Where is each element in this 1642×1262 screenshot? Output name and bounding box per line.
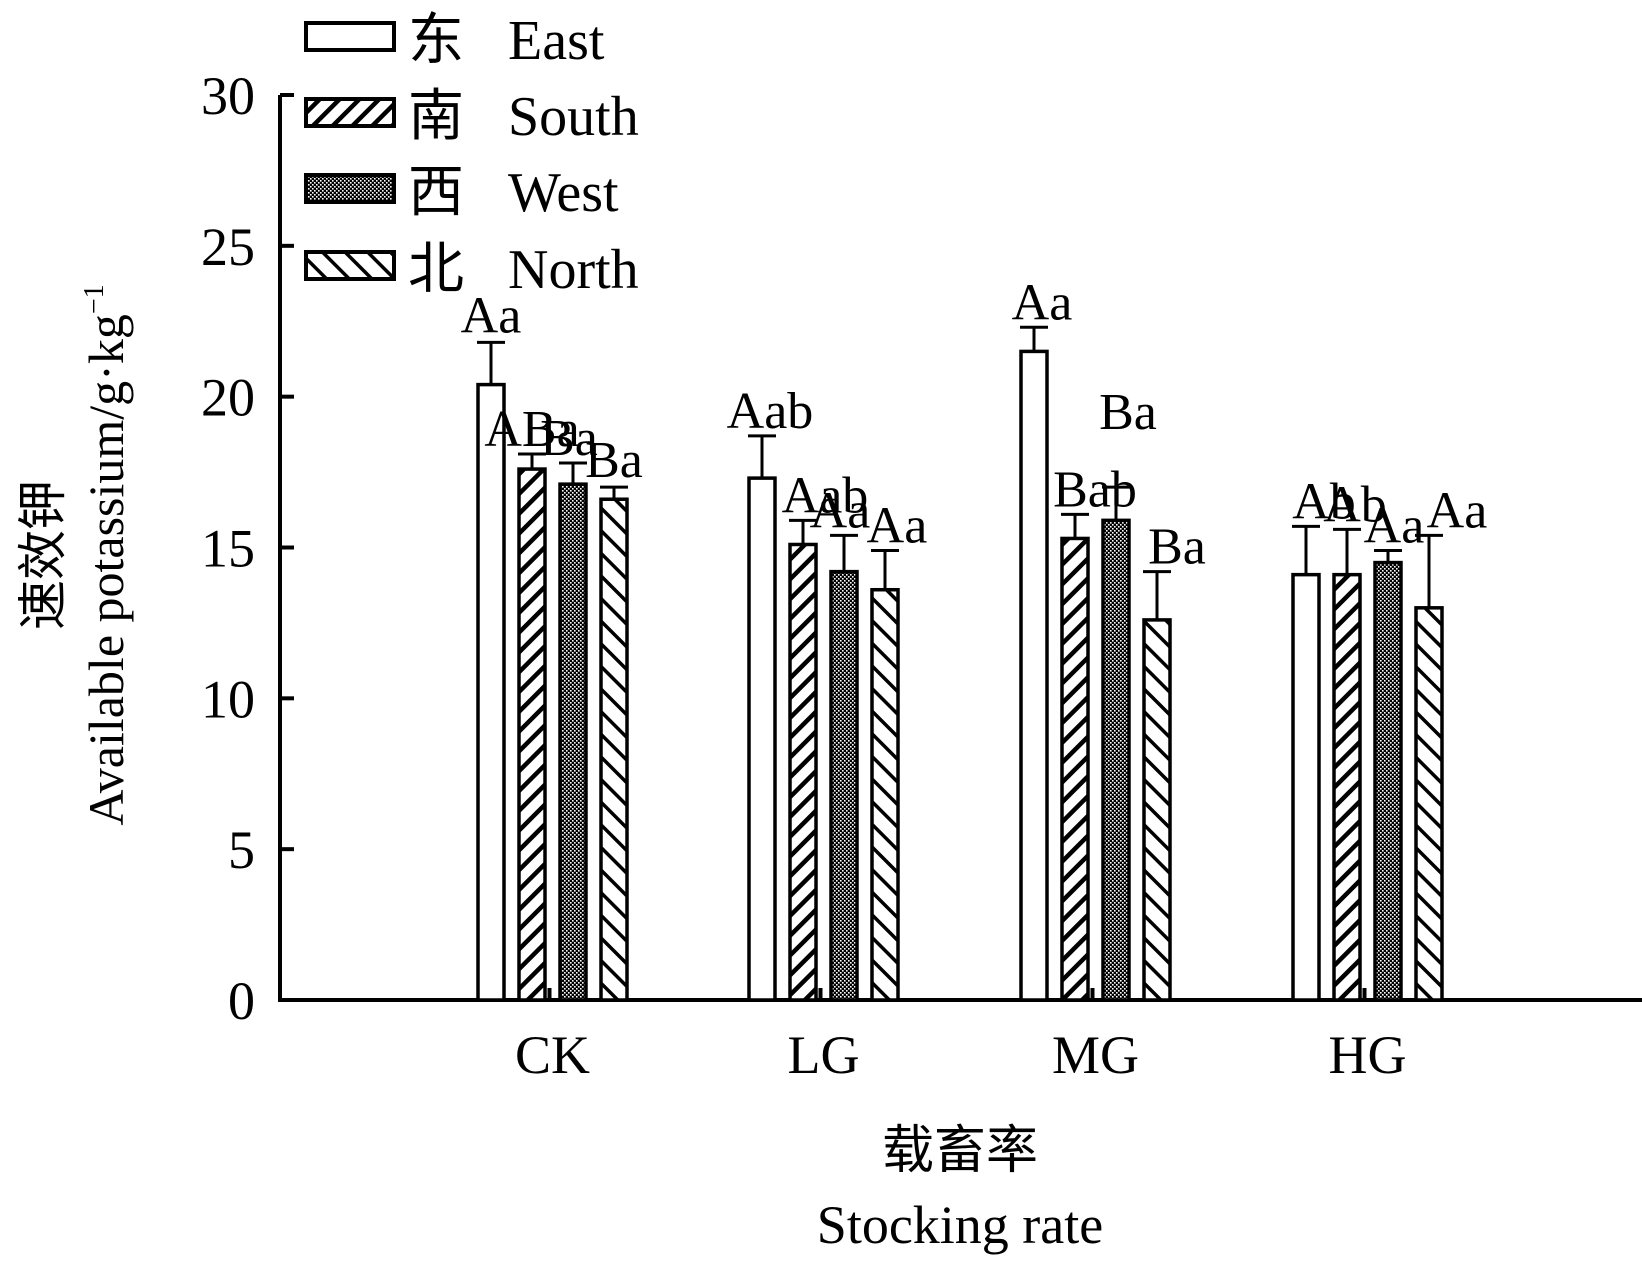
- significance-label: ABa: [484, 401, 579, 458]
- significance-label: Aab: [782, 467, 869, 524]
- bar-east-mg: [1019, 349, 1049, 1002]
- bar-east-hg: [1291, 572, 1321, 1002]
- legend-label-en: South: [508, 86, 639, 148]
- x-tick-label: HG: [1329, 1025, 1407, 1085]
- significance-label: Aa: [1364, 498, 1425, 555]
- legend-label-en: North: [508, 239, 639, 301]
- significance-label: Ba: [585, 432, 643, 489]
- significance-label: Ba: [1099, 384, 1157, 441]
- legend-swatch-east: [304, 21, 396, 52]
- significance-label: Aa: [867, 498, 928, 555]
- y-tick-label: 30: [201, 66, 255, 126]
- bar-south-hg: [1332, 572, 1362, 1002]
- bar-west-lg: [829, 569, 859, 1002]
- x-tick-label: LG: [788, 1025, 860, 1085]
- bar-north-ck: [599, 497, 629, 1002]
- y-axis-title-en-sup: −1: [79, 284, 110, 314]
- legend-swatch-south: [304, 97, 396, 128]
- legend-label-cn: 东: [408, 10, 464, 72]
- y-tick-label: 10: [201, 669, 255, 729]
- legend-label-cn: 南: [408, 86, 464, 148]
- error-bars: [477, 325, 1443, 620]
- x-axis-title-cn: 载畜率: [882, 1123, 1038, 1180]
- y-tick-label: 15: [201, 519, 255, 579]
- bar-south-ck: [517, 467, 547, 1002]
- x-tick-label: MG: [1052, 1025, 1139, 1085]
- bar-north-mg: [1142, 618, 1172, 1002]
- significance-label: Aa: [1012, 274, 1073, 331]
- bar-east-ck: [476, 382, 506, 1002]
- y-tick-label: 25: [201, 217, 255, 277]
- legend: 东 East 南 South 西 West 北 North: [304, 10, 639, 301]
- bar-north-hg: [1414, 606, 1444, 1002]
- bar-south-mg: [1060, 536, 1090, 1002]
- significance-label: Aa: [1427, 482, 1488, 539]
- bar-west-mg: [1101, 518, 1131, 1002]
- y-axis-title-en-main: Available potassium/g·kg: [78, 314, 134, 825]
- bar-north-lg: [870, 587, 900, 1002]
- significance-label: Ba: [1148, 519, 1206, 576]
- significance-label: Ab: [1292, 473, 1356, 530]
- legend-label-en: East: [508, 10, 605, 72]
- significance-label: Ab: [1323, 476, 1387, 533]
- x-ticks: CK LG MG HG: [515, 988, 1407, 1085]
- significance-label: Aa: [461, 287, 522, 344]
- x-axis-title-en: Stocking rate: [817, 1195, 1103, 1255]
- legend-label-cn: 北: [408, 239, 464, 301]
- bar-east-lg: [747, 476, 777, 1002]
- y-tick-label: 5: [228, 820, 255, 880]
- significance-label: Aa: [810, 482, 871, 539]
- bar-south-lg: [788, 542, 818, 1002]
- y-tick-label: 20: [201, 368, 255, 428]
- legend-swatch-north: [304, 250, 396, 281]
- bar-west-hg: [1373, 560, 1403, 1002]
- legend-label-cn: 西: [408, 162, 464, 224]
- legend-label-en: West: [508, 162, 619, 224]
- y-ticks: 0 5 10 15 20 25 30: [201, 66, 294, 1031]
- legend-swatch-west: [304, 173, 396, 204]
- y-tick-label: 0: [228, 971, 255, 1031]
- y-axis-title-en: Available potassium/g·kg−1: [78, 284, 134, 825]
- x-tick-label: CK: [515, 1025, 590, 1085]
- y-axis-title-cn: 速效钾: [15, 480, 71, 630]
- significance-label: Bab: [1053, 461, 1137, 518]
- significance-label: Ba: [540, 410, 598, 467]
- bar-west-ck: [558, 482, 588, 1002]
- significance-label: Aab: [727, 383, 814, 440]
